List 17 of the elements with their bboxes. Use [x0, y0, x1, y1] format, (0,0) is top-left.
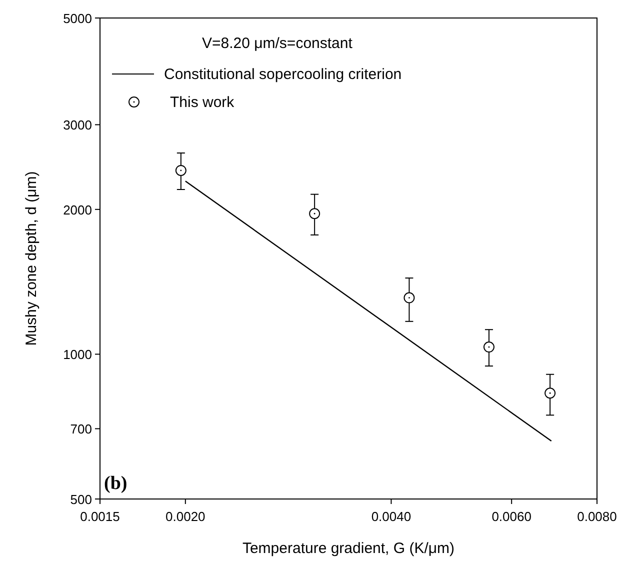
- y-tick-label: 2000: [63, 202, 92, 218]
- x-tick-label: 0.0080: [577, 509, 617, 524]
- y-tick-label: 500: [70, 492, 92, 507]
- x-tick-label: 0.0060: [492, 509, 532, 524]
- x-tick-label: 0.0020: [166, 509, 206, 524]
- y-tick-label: 3000: [63, 118, 92, 133]
- y-tick-label: 700: [70, 422, 92, 437]
- y-axis-title: Mushy zone depth, d (μm): [23, 171, 40, 346]
- legend-label: This work: [170, 94, 235, 111]
- x-axis-title: Temperature gradient, G (K/μm): [242, 540, 455, 557]
- annotation: (b): [104, 473, 128, 494]
- x-tick-label: 0.0040: [371, 509, 412, 524]
- legend-label: Constitutional sopercooling criterion: [164, 66, 402, 83]
- y-tick-label: 1000: [63, 347, 92, 362]
- legend-title: V=8.20 μm/s=constant: [202, 35, 354, 52]
- x-tick-label: 0.0015: [80, 509, 120, 524]
- y-tick-label: 5000: [63, 11, 92, 26]
